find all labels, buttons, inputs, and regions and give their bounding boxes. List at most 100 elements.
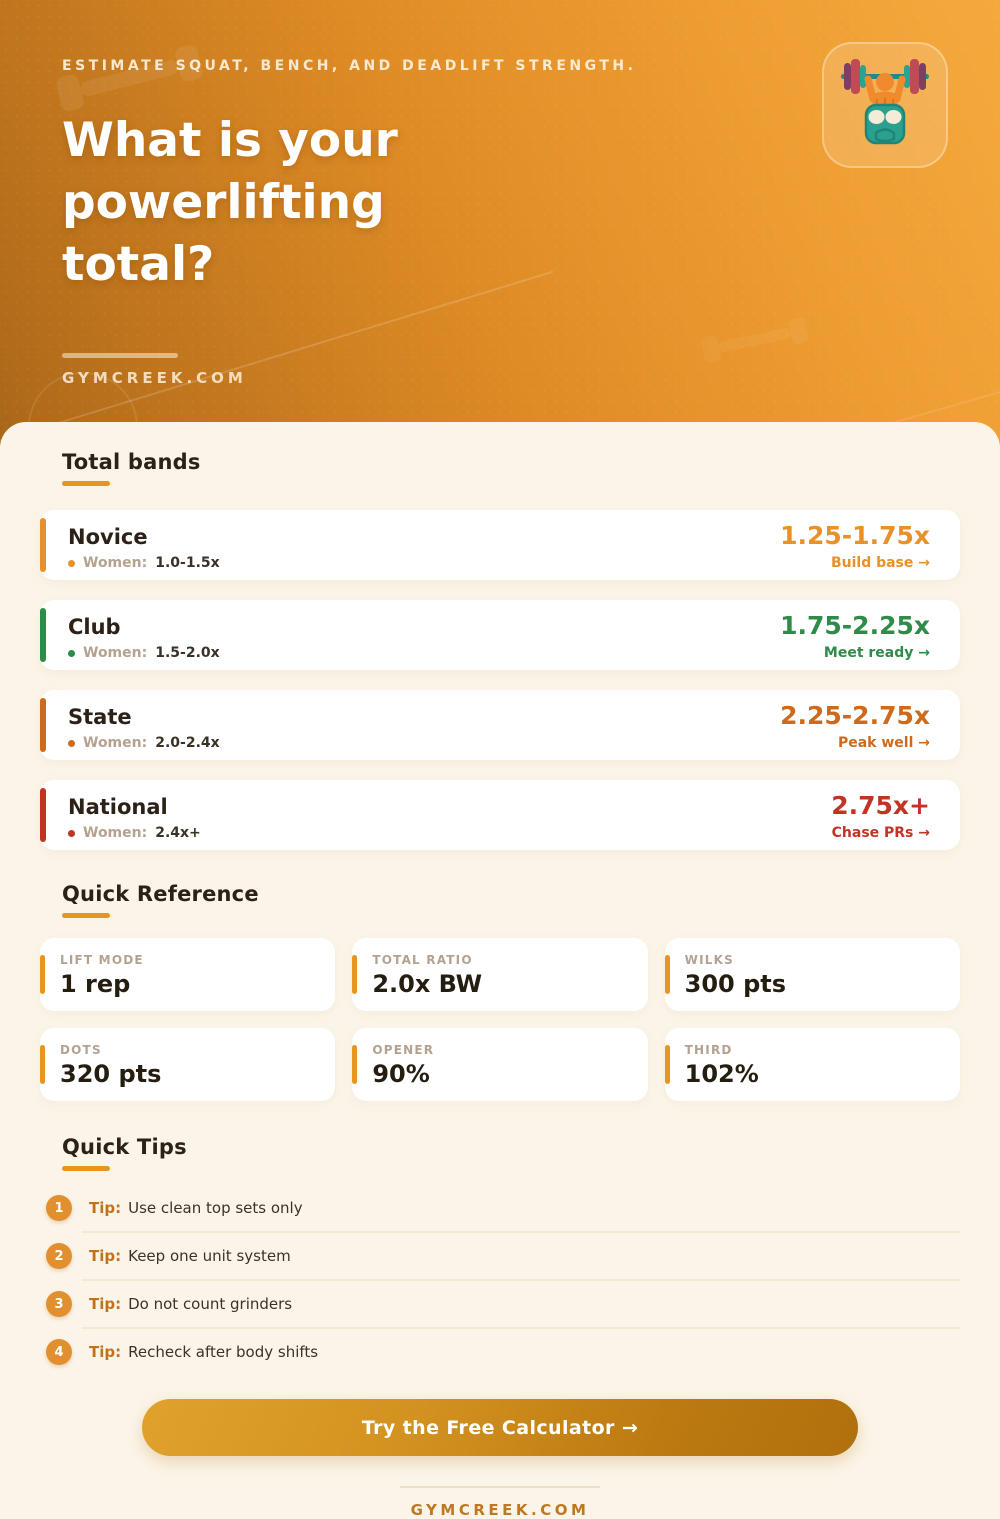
- stat-label: THIRD: [684, 1043, 733, 1057]
- stat-label: OPENER: [372, 1043, 435, 1057]
- footer-site-label: GYMCREEK.COM: [410, 1501, 590, 1519]
- tip-text: Keep one unit system: [128, 1247, 291, 1265]
- band-range: 1.25-1.75x: [780, 521, 930, 550]
- stat-card-dots: DOTS 320 pts: [40, 1028, 336, 1101]
- band-list: Novice 1.25-1.75x Women: 1.0-1.5x Build …: [40, 510, 960, 850]
- band-accent-bar: [40, 698, 46, 752]
- women-label: Women:: [83, 825, 148, 841]
- section-underline: [62, 913, 110, 918]
- band-accent-bar: [40, 608, 46, 662]
- tip-label: Tip:: [89, 1343, 122, 1361]
- band-action-link[interactable]: Meet ready →: [823, 645, 930, 661]
- try-calculator-button[interactable]: Try the Free Calculator →: [142, 1399, 858, 1456]
- section-title: Total bands: [62, 450, 201, 474]
- section-title: Quick Tips: [62, 1135, 187, 1159]
- stat-label: DOTS: [60, 1043, 102, 1057]
- tip-text: Use clean top sets only: [128, 1199, 303, 1217]
- band-card-state: State 2.25-2.75x Women: 2.0-2.4x Peak we…: [40, 690, 960, 760]
- band-card-club: Club 1.75-2.25x Women: 1.5-2.0x Meet rea…: [40, 600, 960, 670]
- band-action-link[interactable]: Chase PRs →: [831, 825, 930, 841]
- band-name: Club: [68, 615, 121, 639]
- bullet-dot-icon: [68, 739, 75, 747]
- women-label: Women:: [83, 645, 148, 661]
- women-range: 2.4x+: [155, 825, 201, 841]
- content-panel: Total bands Novice 1.25-1.75x Women: 1.0…: [0, 422, 1000, 1519]
- stat-value: 2.0x BW: [372, 970, 483, 998]
- band-action-link[interactable]: Build base →: [830, 555, 930, 571]
- stat-card-opener: OPENER 90%: [352, 1028, 648, 1101]
- tip-number-badge: 1: [46, 1195, 72, 1221]
- band-name: National: [68, 795, 168, 819]
- tips-list: 1 Tip: Use clean top sets only 2 Tip: Ke…: [40, 1185, 960, 1375]
- hero-banner: ESTIMATE SQUAT, BENCH, AND DEADLIFT STRE…: [0, 0, 1000, 446]
- stat-label: LIFT MODE: [60, 953, 144, 967]
- section-underline: [62, 1166, 110, 1171]
- stat-grid: LIFT MODE 1 rep TOTAL RATIO 2.0x BW WILK…: [40, 938, 960, 1101]
- section-quick-reference: Quick Reference LIFT MODE 1 rep TOTAL RA…: [40, 882, 960, 1101]
- women-label: Women:: [83, 735, 148, 751]
- band-name: Novice: [68, 525, 148, 549]
- stat-accent-bar: [664, 1045, 670, 1084]
- tip-row-3: 3 Tip: Do not count grinders: [40, 1281, 960, 1327]
- band-accent-bar: [40, 788, 46, 842]
- page-title: What is your powerlifting total?: [62, 113, 398, 293]
- section-total-bands-header: Total bands: [62, 450, 960, 486]
- stat-value: 1 rep: [60, 970, 131, 998]
- tip-text: Recheck after body shifts: [128, 1343, 319, 1361]
- stat-value: 300 pts: [684, 970, 787, 998]
- band-accent-bar: [40, 518, 46, 572]
- stat-label: WILKS: [684, 953, 734, 967]
- tip-text: Do not count grinders: [128, 1295, 293, 1313]
- tip-row-1: 1 Tip: Use clean top sets only: [40, 1185, 960, 1231]
- tip-label: Tip:: [89, 1247, 122, 1265]
- section-quick-reference-header: Quick Reference: [62, 882, 960, 918]
- bullet-dot-icon: [68, 829, 75, 837]
- section-underline: [62, 481, 110, 486]
- tip-number-badge: 3: [46, 1291, 72, 1317]
- divider: [82, 1327, 960, 1329]
- band-range: 1.75-2.25x: [780, 611, 930, 640]
- bullet-dot-icon: [68, 649, 75, 657]
- stat-card-third: THIRD 102%: [664, 1028, 960, 1101]
- tip-number-badge: 2: [46, 1243, 72, 1269]
- section-title: Quick Reference: [62, 882, 259, 906]
- section-quick-tips-header: Quick Tips: [62, 1135, 960, 1171]
- band-name: State: [68, 705, 132, 729]
- stat-accent-bar: [664, 955, 670, 994]
- section-quick-tips: Quick Tips 1 Tip: Use clean top sets onl…: [40, 1135, 960, 1375]
- tip-row-4: 4 Tip: Recheck after body shifts: [40, 1329, 960, 1375]
- hero-site-label: GYMCREEK.COM: [62, 369, 247, 387]
- stat-card-wilks: WILKS 300 pts: [664, 938, 960, 1011]
- band-action-link[interactable]: Peak well →: [837, 735, 930, 751]
- band-card-novice: Novice 1.25-1.75x Women: 1.0-1.5x Build …: [40, 510, 960, 580]
- women-range: 1.5-2.0x: [155, 645, 220, 661]
- women-label: Women:: [83, 555, 148, 571]
- women-range: 1.0-1.5x: [155, 555, 220, 571]
- dumbbell-icon: [696, 307, 814, 377]
- stat-card-total-ratio: TOTAL RATIO 2.0x BW: [352, 938, 648, 1011]
- tip-label: Tip:: [89, 1199, 122, 1217]
- tip-row-2: 2 Tip: Keep one unit system: [40, 1233, 960, 1279]
- hero-divider: [62, 353, 178, 358]
- stat-label: TOTAL RATIO: [372, 953, 473, 967]
- band-range: 2.75x+: [831, 791, 930, 820]
- stat-accent-bar: [352, 955, 358, 994]
- stat-value: 90%: [372, 1060, 430, 1088]
- dumbbell-icon: [49, 31, 210, 129]
- tip-number-badge: 4: [46, 1339, 72, 1365]
- band-range: 2.25-2.75x: [780, 701, 930, 730]
- band-card-national: National 2.75x+ Women: 2.4x+ Chase PRs →: [40, 780, 960, 850]
- stat-value: 320 pts: [60, 1060, 162, 1088]
- stat-accent-bar: [352, 1045, 358, 1084]
- app-logo: [822, 42, 948, 168]
- stat-accent-bar: [40, 955, 45, 994]
- divider: [82, 1231, 960, 1233]
- stat-value: 102%: [684, 1060, 759, 1088]
- bullet-dot-icon: [68, 559, 75, 567]
- stat-accent-bar: [40, 1045, 45, 1084]
- hero-tagline: ESTIMATE SQUAT, BENCH, AND DEADLIFT STRE…: [62, 58, 637, 74]
- weightlifter-on-scale-icon: [835, 53, 935, 157]
- stat-card-lift-mode: LIFT MODE 1 rep: [40, 938, 336, 1011]
- divider: [82, 1279, 960, 1281]
- footer-divider: [400, 1486, 600, 1488]
